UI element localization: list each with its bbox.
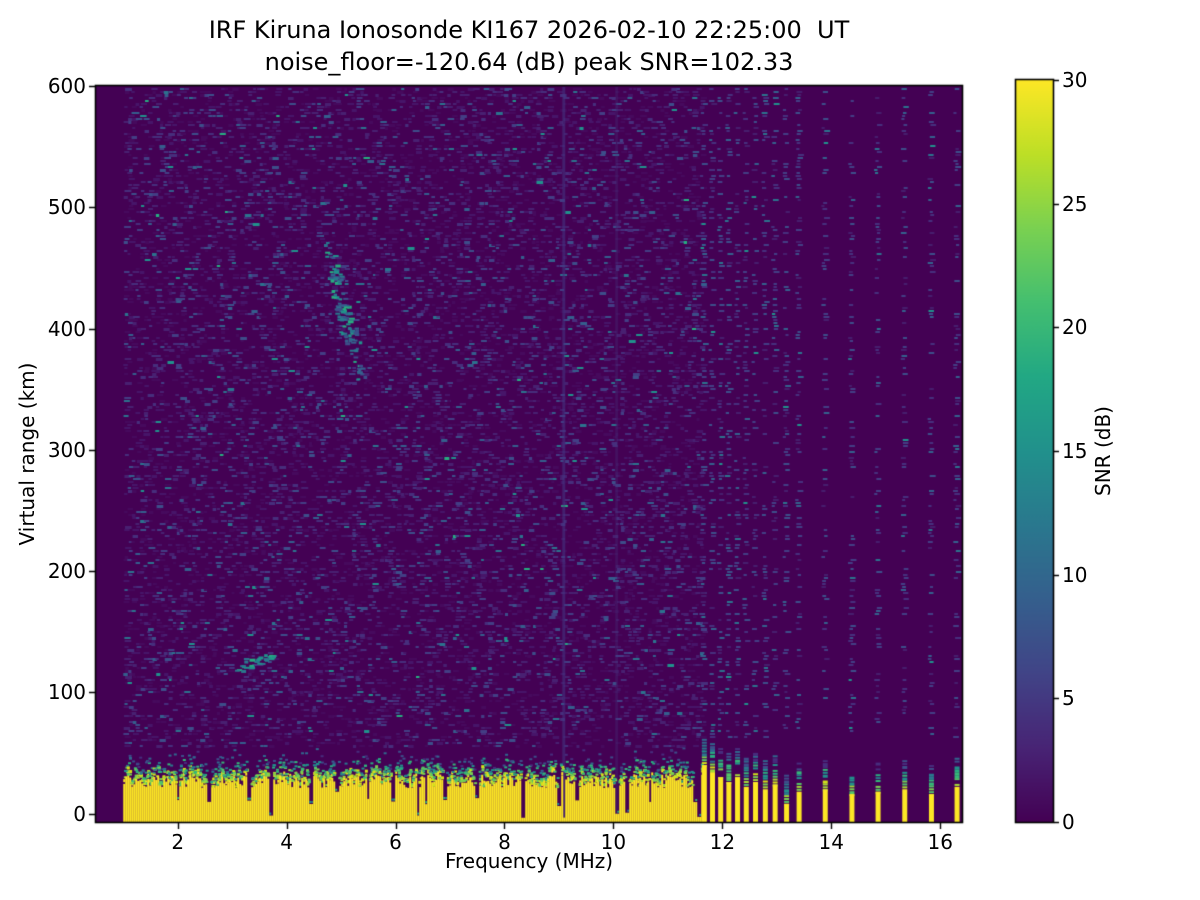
x-tick-label: 16 [927,830,953,854]
chart-subtitle: noise_floor=-120.64 (dB) peak SNR=102.33 [264,48,794,76]
x-tick-label: 10 [600,830,627,854]
y-tick-label: 500 [47,195,86,220]
y-axis-label: Virtual range (km) [15,362,39,546]
y-tick-label: 0 [73,801,86,826]
colorbar-tick-label: 0 [1062,810,1075,834]
y-tick-label: 600 [47,74,86,98]
plot-area [96,86,962,822]
y-tick-label: 200 [47,559,86,583]
colorbar [1016,80,1053,822]
x-tick-label: 12 [709,830,736,854]
x-tick-label: 6 [389,830,402,854]
chart-title: IRF Kiruna Ionosonde KI167 2026-02-10 22… [208,16,850,44]
colorbar-tick-label: 20 [1062,315,1088,340]
x-tick-label: 2 [171,830,185,854]
y-tick-label: 100 [47,680,86,705]
colorbar-tick-label: 25 [1062,191,1088,216]
y-tick-label: 300 [47,437,86,462]
x-tick-label: 8 [498,830,511,854]
y-tick-label: 400 [47,316,86,341]
colorbar-tick-label: 15 [1062,439,1088,463]
colorbar-tick-label: 5 [1062,686,1075,711]
x-axis-label: Frequency (MHz) [444,849,614,873]
colorbar-tick-label: 10 [1062,562,1088,587]
colorbar-label: SNR (dB) [1091,406,1115,496]
x-tick-label: 14 [818,830,845,854]
x-tick-label: 4 [280,830,293,854]
colorbar-tick-label: 30 [1062,68,1088,92]
